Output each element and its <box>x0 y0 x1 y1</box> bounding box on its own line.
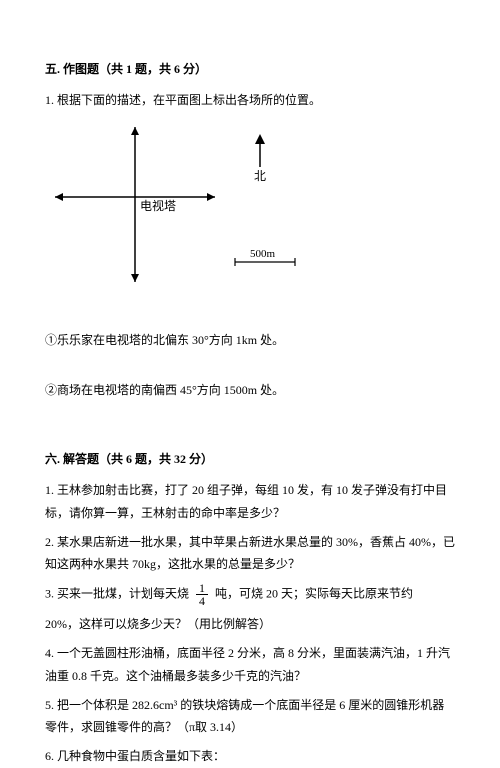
q5-1: 1. 根据下面的描述，在平面图上标出各场所的位置。 <box>45 89 455 112</box>
label-center: 电视塔 <box>140 198 176 213</box>
q6-4: 4. 一个无盖圆柱形油桶，底面半径 2 分米，高 8 分米，里面装满汽油，1 升… <box>45 642 455 688</box>
q6-2: 2. 某水果店新进一批水果，其中苹果占新进水果总量的 30%，香蕉占 40%，已… <box>45 531 455 577</box>
q6-3-a: 3. 买来一批煤，计划每天烧 <box>45 586 189 600</box>
q6-3-c: 20%，这样可以烧多少天？（用比例解答） <box>45 613 455 636</box>
section-6-title: 六. 解答题（共 6 题，共 32 分） <box>45 448 455 471</box>
arrow-west <box>55 193 63 201</box>
north-arrow-head <box>255 134 265 144</box>
arrow-south <box>131 274 139 282</box>
q5-1-i1: ①乐乐家在电视塔的北偏东 30°方向 1km 处。 <box>45 329 455 352</box>
q6-5: 5. 把一个体积是 282.6cm³ 的铁块熔铸成一个底面半径是 6 厘米的圆锥… <box>45 694 455 740</box>
section-5-title: 五. 作图题（共 1 题，共 6 分） <box>45 58 455 81</box>
q6-3: 3. 买来一批煤，计划每天烧 1 4 吨，可烧 20 天；实际每天比原来节约 <box>45 582 455 607</box>
frac-den: 4 <box>196 595 208 607</box>
label-scale: 500m <box>250 248 276 260</box>
arrow-east <box>207 193 215 201</box>
q5-1-i2: ②商场在电视塔的南偏西 45°方向 1500m 处。 <box>45 379 455 402</box>
fraction-1-4: 1 4 <box>196 582 208 607</box>
q6-6: 6. 几种食物中蛋白质含量如下表： <box>45 745 455 768</box>
arrow-north <box>131 127 139 135</box>
label-north: 北 <box>254 169 266 183</box>
q6-1: 1. 王林参加射击比赛，打了 20 组子弹，每组 10 发，有 10 发子弹没有… <box>45 479 455 525</box>
figure-map: 电视塔 北 500m <box>45 122 325 302</box>
q6-3-b: 吨，可烧 20 天；实际每天比原来节约 <box>215 586 413 600</box>
